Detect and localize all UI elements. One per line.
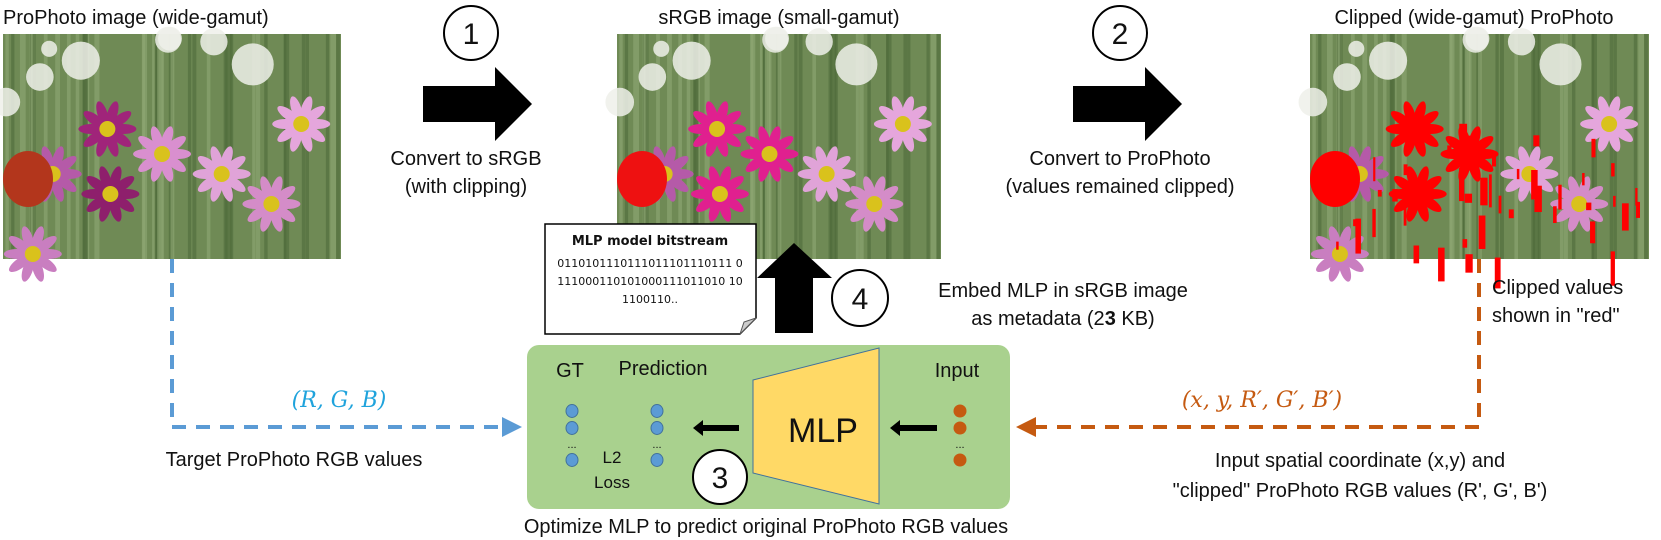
clipped-prophoto-image [1298,26,1649,289]
target-math-label: (R, G, B) [292,388,387,413]
bitstream-note: MLP model bitstream 01101011101110111011… [544,223,757,335]
step-1-number: 1 [463,18,480,51]
loss-label-line2: Loss [594,473,630,492]
note-line: 0110101110111011101110111 0 [557,257,742,270]
right-arrow-icon [423,67,532,141]
prediction-nodes [650,404,664,467]
note-title: MLP model bitstream [572,234,728,249]
step-4-badge [831,269,889,327]
input-nodes [953,404,967,467]
step-2-text-line1: Convert to ProPhoto [1029,148,1210,170]
note-line: 111000110101000111011010 10 [557,275,742,288]
step-3-caption: Optimize MLP to predict original ProPhot… [524,516,1008,538]
gt-nodes [565,404,579,467]
target-dashed-arrow [170,259,522,437]
srgb-image [605,26,941,282]
input-caption-line2: "clipped" ProPhoto RGB values (R', G', B… [1173,480,1548,502]
step-4-text-line1: Embed MLP in sRGB image [938,280,1188,302]
input-math-label: (x, y, R′, G′, B′) [1182,388,1342,413]
clipped-image-title: Clipped (wide-gamut) ProPhoto [1334,7,1613,29]
step-4-number: 4 [852,283,869,316]
step-1-badge [443,5,499,61]
input-dashed-arrow [1016,259,1481,437]
left-arrow-icon [890,420,937,436]
input-caption-line1: Input spatial coordinate (x,y) and [1215,450,1505,472]
step-3-badge [692,449,748,505]
mlp-training-box: MLP GT Prediction Input ... ... ... L2 L… [527,345,1010,509]
prediction-label: Prediction [619,358,708,380]
mlp-label: MLP [788,412,858,450]
step-2-text-line2: (values remained clipped) [1005,176,1234,198]
step-2-number: 2 [1112,18,1129,51]
prophoto-image [0,26,341,282]
right-arrow-icon [1073,67,1182,141]
prophoto-image-title: ProPhoto image (wide-gamut) [3,7,269,29]
srgb-image-title: sRGB image (small-gamut) [658,7,899,29]
left-arrow-icon [693,420,739,436]
note-line: 1100110.. [622,293,678,306]
target-caption: Target ProPhoto RGB values [166,449,423,471]
loss-label-line1: L2 [603,448,622,467]
clipped-note-line1: Clipped values [1492,277,1623,299]
up-arrow-icon [757,243,832,333]
clipped-note-line2: shown in "red" [1492,305,1620,327]
ellipsis: ... [567,439,576,451]
gt-label: GT [556,360,584,382]
step-1-text-line2: (with clipping) [405,176,527,198]
step-3-number: 3 [712,462,729,495]
mlp-trapezoid [752,347,880,505]
ellipsis: ... [955,439,964,451]
ellipsis: ... [652,439,661,451]
step-4-text-line2: as metadata (23 KB) [971,308,1154,330]
step-2-badge [1092,5,1148,61]
step-1-text-line1: Convert to sRGB [390,148,541,170]
input-label: Input [935,360,980,382]
